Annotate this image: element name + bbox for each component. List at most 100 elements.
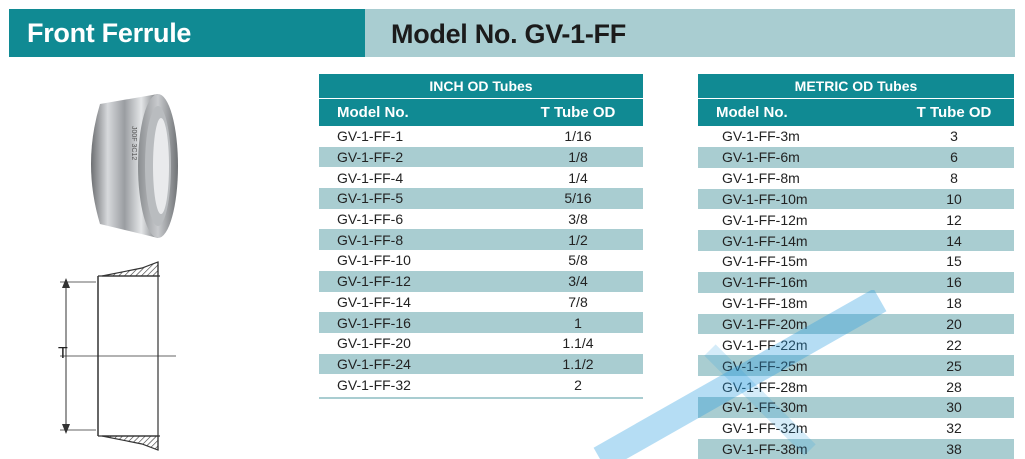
inch-table-header: Model No. T Tube OD [319, 98, 643, 126]
table-row: GV-1-FF-28m 28 [698, 376, 1014, 397]
metric-table-body: GV-1-FF-3m 3 GV-1-FF-6m 6 GV-1-FF-8m 8 GV-1-FF… [698, 126, 1014, 459]
table-row: GV-1-FF-1 1/16 [319, 126, 643, 147]
col-model-header: Model No. [716, 104, 788, 121]
model-cell: GV-1-FF-1 [337, 128, 404, 145]
table-row: GV-1-FF-15m 15 [698, 251, 1014, 272]
page-title: Front Ferrule [9, 9, 365, 57]
table-row: GV-1-FF-38m 38 [698, 438, 1014, 459]
table-row: GV-1-FF-10 5/8 [319, 250, 643, 271]
col-model-header: Model No. [337, 104, 409, 121]
table-row: GV-1-FF-8m 8 [698, 168, 1014, 189]
model-cell: GV-1-FF-22m [722, 336, 808, 353]
od-cell: 2 [574, 376, 582, 393]
od-cell: 1.1/4 [562, 335, 594, 352]
svg-text:J00F 3C12: J00F 3C12 [130, 126, 137, 160]
model-cell: GV-1-FF-10m [722, 190, 808, 207]
od-cell: 18 [946, 295, 962, 312]
model-cell: GV-1-FF-5 [337, 190, 404, 207]
table-row: GV-1-FF-5 5/16 [319, 188, 643, 209]
table-row: GV-1-FF-3m 3 [698, 126, 1014, 147]
model-cell: GV-1-FF-20m [722, 316, 808, 333]
model-cell: GV-1-FF-24 [337, 355, 411, 372]
ferrule-photo: J00F 3C12 [91, 94, 178, 238]
od-cell: 20 [946, 316, 962, 333]
model-cell: GV-1-FF-4 [337, 169, 404, 186]
model-cell: GV-1-FF-14 [337, 293, 411, 310]
od-cell: 1/4 [568, 169, 588, 186]
model-cell: GV-1-FF-8m [722, 170, 800, 187]
inch-table-body: GV-1-FF-1 1/16 GV-1-FF-2 1/8 GV-1-FF-4 1/4 GV-… [319, 126, 643, 395]
inch-od-table: INCH OD Tubes Model No. T Tube OD GV-1-F… [319, 74, 643, 399]
model-cell: GV-1-FF-2 [337, 149, 404, 166]
table-row: GV-1-FF-30m 30 [698, 396, 1014, 418]
dimension-label: T [58, 345, 68, 362]
table-row: GV-1-FF-20 1.1/4 [319, 333, 643, 354]
table-row: GV-1-FF-12 3/4 [319, 270, 643, 292]
od-cell: 1/2 [568, 231, 588, 248]
table-row: GV-1-FF-22m 22 [698, 334, 1014, 355]
od-cell: 8 [950, 170, 958, 187]
model-cell: GV-1-FF-12 [337, 273, 411, 290]
table-row: GV-1-FF-20m 20 [698, 313, 1014, 335]
table-row: GV-1-FF-14 7/8 [319, 292, 643, 313]
model-cell: GV-1-FF-10 [337, 252, 411, 269]
od-cell: 15 [946, 253, 962, 270]
metric-table-header: Model No. T Tube OD [698, 98, 1014, 126]
od-cell: 3/4 [568, 273, 588, 290]
inch-table-caption: INCH OD Tubes [319, 74, 643, 98]
table-row: GV-1-FF-16m 16 [698, 271, 1014, 293]
table-row: GV-1-FF-6 3/8 [319, 209, 643, 230]
od-cell: 30 [946, 399, 962, 416]
model-cell: GV-1-FF-14m [722, 232, 808, 249]
table-row: GV-1-FF-2 1/8 [319, 146, 643, 168]
table-row: GV-1-FF-10m 10 [698, 188, 1014, 210]
model-cell: GV-1-FF-15m [722, 253, 808, 270]
model-cell: GV-1-FF-38m [722, 441, 808, 458]
model-cell: GV-1-FF-18m [722, 295, 808, 312]
model-cell: GV-1-FF-3m [722, 128, 800, 145]
model-cell: GV-1-FF-8 [337, 231, 404, 248]
table-row: GV-1-FF-18m 18 [698, 293, 1014, 314]
table-row: GV-1-FF-16 1 [319, 312, 643, 333]
od-cell: 32 [946, 420, 962, 437]
table-row: GV-1-FF-6m 6 [698, 146, 1014, 168]
od-cell: 3 [950, 128, 958, 145]
model-cell: GV-1-FF-28m [722, 378, 808, 395]
model-cell: GV-1-FF-6m [722, 149, 800, 166]
col-od-header: T Tube OD [916, 104, 992, 121]
od-cell: 1/16 [564, 128, 592, 145]
table-row: GV-1-FF-24 1.1/2 [319, 353, 643, 375]
table-row: GV-1-FF-25m 25 [698, 355, 1014, 377]
od-cell: 16 [946, 274, 962, 291]
od-cell: 5/16 [564, 190, 592, 207]
metric-od-table: METRIC OD Tubes Model No. T Tube OD GV-1… [698, 74, 1014, 459]
col-od-header: T Tube OD [540, 104, 616, 121]
od-cell: 10 [946, 190, 962, 207]
od-cell: 6 [950, 149, 958, 166]
od-cell: 12 [946, 211, 962, 228]
table-row: GV-1-FF-14m 14 [698, 230, 1014, 252]
table-row: GV-1-FF-32m 32 [698, 418, 1014, 439]
model-cell: GV-1-FF-12m [722, 211, 808, 228]
od-cell: 1/8 [568, 149, 588, 166]
model-cell: GV-1-FF-32m [722, 420, 808, 437]
model-cell: GV-1-FF-16m [722, 274, 808, 291]
model-cell: GV-1-FF-30m [722, 399, 808, 416]
od-cell: 5/8 [568, 252, 588, 269]
od-cell: 3/8 [568, 211, 588, 228]
od-cell: 22 [946, 336, 962, 353]
od-cell: 1 [574, 314, 582, 331]
table-row: GV-1-FF-12m 12 [698, 209, 1014, 230]
model-cell: GV-1-FF-20 [337, 335, 411, 352]
inch-table-footer-line [319, 396, 643, 399]
od-cell: 14 [946, 232, 962, 249]
model-cell: GV-1-FF-25m [722, 357, 808, 374]
ferrule-section-drawing: T [58, 261, 176, 451]
table-row: GV-1-FF-4 1/4 [319, 167, 643, 188]
model-cell: GV-1-FF-16 [337, 314, 411, 331]
od-cell: 25 [946, 357, 962, 374]
table-row: GV-1-FF-32 2 [319, 374, 643, 395]
model-cell: GV-1-FF-32 [337, 376, 411, 393]
od-cell: 38 [946, 441, 962, 458]
od-cell: 1.1/2 [562, 355, 594, 372]
